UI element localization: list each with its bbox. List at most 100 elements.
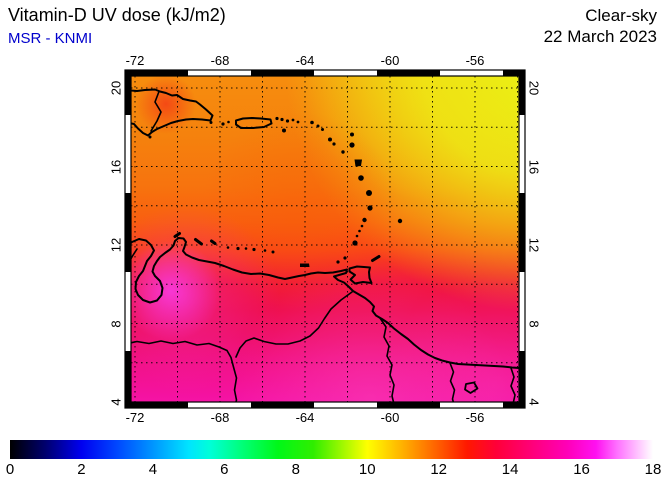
island-dot: [397, 218, 403, 224]
frame-band: [125, 115, 131, 193]
sky-condition-label: Clear-sky: [585, 6, 657, 25]
colorbar-tick-label: 4: [148, 461, 158, 478]
colorbar-tick-label: 2: [77, 461, 86, 478]
frame-band: [188, 402, 251, 408]
frame-band: [519, 351, 525, 408]
island-dot: [367, 205, 373, 211]
island-dot: [271, 250, 275, 254]
lat-tick-label: 4: [108, 398, 124, 406]
lon-tick-label: -72: [125, 410, 145, 425]
lat-tick-label: 8: [108, 319, 124, 328]
island-dot: [350, 132, 354, 137]
lon-tick-label: -64: [295, 53, 315, 68]
island-dot: [336, 260, 340, 264]
frame-band: [377, 402, 440, 408]
island-dot: [332, 142, 336, 146]
island-dot: [360, 224, 364, 228]
frame-band: [440, 70, 503, 76]
small-islands: [148, 116, 403, 267]
lon-tick-label: -68: [210, 53, 230, 68]
lat-tick-label: 20: [526, 80, 542, 96]
frame-band: [125, 272, 131, 351]
island-dot: [236, 246, 240, 251]
frame-band: [503, 402, 525, 408]
island-dot: [244, 247, 248, 250]
island-dot: [321, 128, 324, 131]
island-dot: [252, 247, 256, 252]
map-frame: [124, 69, 526, 409]
frame-band: [125, 70, 131, 115]
frame-band: [314, 70, 377, 76]
lon-tick-label: -68: [210, 410, 230, 425]
island-dot: [282, 128, 286, 133]
island-dot: [328, 137, 332, 142]
island-dot: [343, 256, 347, 260]
frame-band: [377, 70, 440, 76]
colorbar-tick-label: 6: [220, 461, 229, 478]
lon-tick-label: -56: [465, 410, 485, 425]
frame-band: [125, 351, 131, 408]
colorbar: [10, 440, 653, 459]
island-dot: [352, 240, 358, 246]
colorbar-tick-label: 12: [430, 461, 447, 478]
island-curacao: [194, 238, 203, 246]
island-tobago: [371, 255, 381, 262]
colorbar-tick-label: 8: [291, 461, 300, 478]
island-dot: [296, 120, 300, 124]
frame-band: [503, 70, 525, 76]
frame-band: [251, 402, 314, 408]
coastline-trinidad: [348, 265, 373, 285]
island-aruba: [173, 232, 181, 238]
colorbar-tick-label: 16: [573, 461, 590, 478]
island-dot: [349, 142, 355, 148]
island-dot: [275, 116, 279, 121]
border-suriname-frguiana: [510, 367, 516, 402]
border-guyana-suriname: [449, 362, 456, 402]
island-dot: [362, 217, 367, 223]
border-colombia-venezuela-south: [131, 340, 238, 402]
river-orinoco: [235, 291, 353, 358]
uv-dose-field: [131, 76, 519, 402]
island-dot: [358, 229, 361, 233]
lon-tick-label: -60: [380, 53, 400, 68]
coastlines: [131, 88, 519, 402]
frame-band: [125, 193, 131, 272]
frame-band: [519, 193, 525, 272]
colorbar-tick-label: 18: [644, 461, 662, 478]
frame-outline: [124, 69, 526, 409]
date-label: 22 March 2023: [543, 27, 657, 46]
island-dot: [355, 234, 359, 238]
colorbar-tick-label: 14: [501, 461, 519, 478]
island-dot: [227, 120, 230, 124]
lat-tick-label: 12: [526, 237, 542, 253]
border-venezuela-guyana: [379, 317, 395, 402]
lat-tick-label: 8: [526, 319, 542, 328]
island-dot: [358, 175, 364, 181]
border-haiti-dr: [150, 90, 162, 132]
frame-band: [519, 115, 525, 193]
data-source-label: MSR - KNMI: [8, 30, 93, 47]
coastline-puerto-rico: [235, 117, 273, 129]
island-dot: [310, 120, 314, 125]
island-dot: [263, 249, 267, 252]
coastline-south-america: [131, 237, 519, 369]
lat-tick-label: 4: [526, 398, 542, 406]
lat-tick-label: 20: [108, 80, 124, 96]
island-dot: [209, 121, 213, 124]
island-guadeloupe: [354, 159, 362, 167]
lat-tick-label: 16: [108, 159, 124, 174]
island-dot: [226, 246, 230, 249]
lat-tick-label: 16: [526, 159, 542, 174]
border-colombia-venezuela-north: [131, 248, 138, 261]
island-margarita: [300, 263, 310, 267]
frame-band: [125, 70, 188, 76]
island-dot: [341, 150, 345, 154]
island-dot: [285, 119, 290, 123]
lat-tick-label: 12: [108, 237, 124, 253]
frame-band: [125, 402, 188, 408]
island-dot: [221, 122, 225, 126]
frame-band: [519, 70, 525, 115]
frame-band: [188, 70, 251, 76]
